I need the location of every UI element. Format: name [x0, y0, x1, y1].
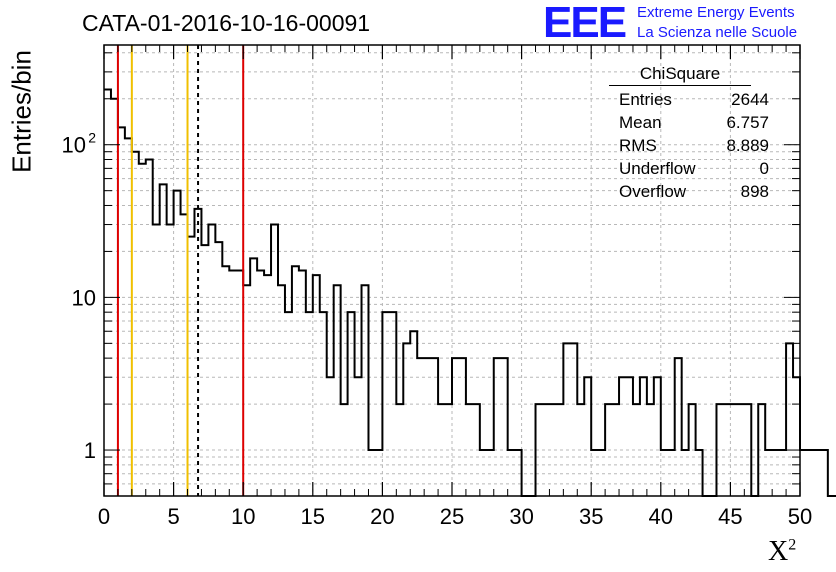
stats-row: RMS 8.889	[609, 134, 779, 157]
x-tick-label: 10	[231, 504, 255, 529]
stats-row: Entries 2644	[609, 88, 779, 111]
x-tick-label: 35	[579, 504, 603, 529]
stats-label: Entries	[619, 90, 672, 109]
stats-row: Underflow 0	[609, 157, 779, 180]
stats-value: 2644	[731, 90, 769, 109]
stats-value: 0	[759, 159, 769, 178]
stats-label: Overflow	[619, 182, 687, 201]
stats-label: Mean	[619, 113, 662, 132]
chart-title: CATA-01-2016-10-16-00091	[82, 10, 371, 36]
logo-line-2: La Scienza nelle Scuole	[637, 24, 798, 41]
x-tick-label: 45	[718, 504, 742, 529]
stats-value: 8.889	[726, 136, 769, 155]
histogram-series	[104, 88, 836, 497]
x-tick-label: 15	[301, 504, 325, 529]
x-tick-label: 25	[440, 504, 464, 529]
x-tick-label: 40	[649, 504, 673, 529]
x-tick-label: 30	[509, 504, 533, 529]
stats-value: 6.757	[726, 113, 769, 132]
x-axis-label-sup: 2	[788, 536, 797, 554]
x-tick-label: 0	[98, 504, 110, 529]
x-axis-label-base: X	[768, 536, 789, 567]
stats-title: ChiSquare	[609, 64, 751, 86]
eee-logo-mark: EEE	[543, 0, 627, 47]
stats-label: Underflow	[619, 159, 696, 178]
x-tick-label: 5	[167, 504, 179, 529]
stats-row: Overflow 898	[609, 180, 779, 203]
stats-label: RMS	[619, 136, 657, 155]
stats-value: 898	[740, 182, 769, 201]
logo-line-1: Extreme Energy Events	[637, 4, 795, 21]
stats-row: Mean 6.757	[609, 111, 779, 134]
x-tick-label: 50	[788, 504, 812, 529]
x-axis-label: X2	[768, 536, 796, 568]
y-tick-label-sup: 2	[88, 130, 96, 146]
y-tick-label: 1	[84, 438, 96, 463]
stats-box: ChiSquare Entries 2644 Mean 6.757 RMS 8.889…	[609, 64, 779, 203]
y-tick-label: 10	[62, 133, 86, 158]
x-tick-label: 20	[370, 504, 394, 529]
y-tick-label: 10	[72, 285, 96, 310]
